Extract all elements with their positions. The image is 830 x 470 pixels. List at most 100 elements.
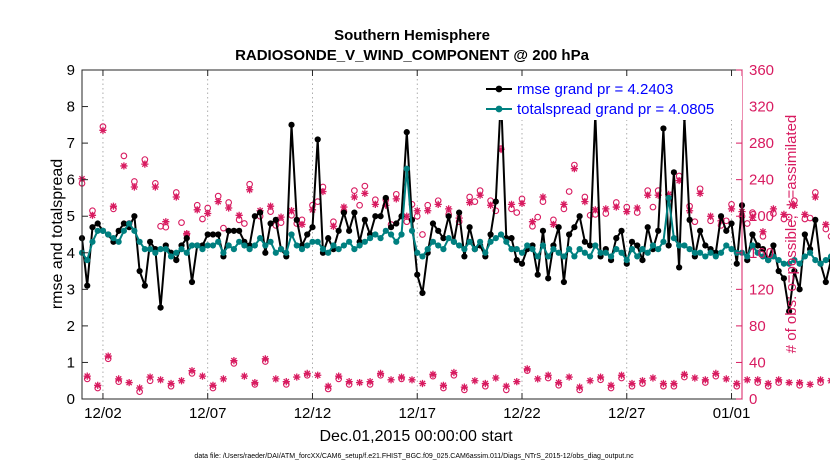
totalspread-point bbox=[393, 238, 400, 245]
obs-assimilated-marker bbox=[235, 211, 243, 219]
totalspread-point bbox=[325, 249, 332, 256]
obs-assimilated-marker bbox=[581, 198, 589, 206]
rmse-point bbox=[304, 231, 311, 238]
rmse-point bbox=[293, 216, 300, 223]
totalspread-point bbox=[183, 249, 190, 256]
rmse-point bbox=[120, 220, 128, 227]
y-tick-label: 9 bbox=[67, 62, 75, 79]
totalspread-point bbox=[314, 238, 321, 245]
obs-possible-marker bbox=[199, 215, 206, 223]
totalspread-point bbox=[696, 249, 704, 256]
totalspread-point bbox=[555, 249, 562, 256]
rmse-point bbox=[555, 224, 562, 231]
rmse-point bbox=[759, 246, 767, 253]
obs-assimilated-marker bbox=[198, 372, 207, 380]
obs-assimilated-marker bbox=[172, 193, 180, 201]
totalspread-point bbox=[366, 235, 374, 242]
obs-assimilated-marker bbox=[83, 372, 91, 380]
y-tick-label: 3 bbox=[67, 281, 75, 298]
totalspread-point bbox=[387, 231, 395, 238]
y-tick-label-right: 200 bbox=[749, 208, 774, 225]
rmse-point bbox=[94, 220, 101, 227]
totalspread-point bbox=[712, 253, 719, 260]
totalspread-point bbox=[298, 246, 306, 253]
rmse-point bbox=[639, 256, 646, 264]
y-axis-label-right: # of obs: o=possible; ∗=assimilated bbox=[783, 115, 800, 354]
obs-assimilated-marker bbox=[125, 378, 133, 387]
rmse-point bbox=[335, 227, 342, 234]
y-tick-label-right: 120 bbox=[749, 281, 774, 298]
rmse-point bbox=[382, 194, 389, 202]
legend-box bbox=[480, 76, 742, 120]
obs-assimilated-marker bbox=[523, 365, 531, 373]
totalspread-point bbox=[309, 238, 316, 245]
rmse-point bbox=[204, 231, 211, 238]
totalspread-point bbox=[524, 242, 531, 249]
rmse-point bbox=[754, 242, 761, 249]
obs-assimilated-marker bbox=[596, 373, 605, 381]
obs-assimilated-marker bbox=[507, 200, 516, 208]
totalspread-point bbox=[518, 249, 526, 256]
obs-assimilated-marker bbox=[225, 204, 233, 212]
totalspread-point bbox=[775, 256, 782, 264]
obs-possible-marker bbox=[241, 220, 248, 227]
rmse-point bbox=[586, 242, 594, 249]
y-tick-label-right: 0 bbox=[749, 391, 757, 408]
totalspread-point bbox=[560, 253, 568, 260]
rmse-point bbox=[141, 282, 148, 289]
obs-assimilated-marker bbox=[136, 384, 144, 392]
obs-assimilated-marker bbox=[209, 381, 217, 389]
obs-assimilated-marker bbox=[712, 369, 720, 378]
y-tick-label-right: 360 bbox=[749, 62, 774, 79]
rmse-point bbox=[644, 224, 651, 231]
obs-assimilated-marker bbox=[607, 381, 615, 389]
rmse-point bbox=[728, 220, 735, 227]
totalspread-point bbox=[319, 246, 327, 253]
obs-assimilated-marker bbox=[628, 379, 636, 388]
obs-assimilated-marker bbox=[675, 176, 683, 185]
x-tick-label: 12/22 bbox=[503, 405, 541, 422]
obs-assimilated-marker bbox=[266, 202, 275, 210]
rmse-point bbox=[173, 256, 180, 264]
totalspread-point bbox=[141, 246, 148, 253]
obs-assimilated-marker bbox=[659, 379, 668, 388]
chart-title: Southern Hemisphere bbox=[334, 27, 490, 44]
obs-assimilated-marker bbox=[156, 376, 165, 384]
totalspread-point bbox=[408, 227, 416, 234]
totalspread-point bbox=[665, 194, 672, 202]
totalspread-point bbox=[482, 249, 489, 256]
obs-assimilated-marker bbox=[324, 382, 332, 390]
obs-assimilated-marker bbox=[696, 189, 704, 197]
obs-assimilated-marker bbox=[816, 376, 825, 384]
totalspread-point bbox=[660, 238, 667, 245]
obs-assimilated-marker bbox=[272, 375, 280, 383]
rmse-point bbox=[188, 278, 196, 286]
rmse-point bbox=[786, 308, 793, 315]
obs-assimilated-marker bbox=[822, 220, 830, 229]
rmse-point bbox=[566, 231, 573, 238]
totalspread-point bbox=[539, 242, 547, 249]
totalspread-point bbox=[765, 256, 772, 264]
obs-assimilated-marker bbox=[780, 210, 788, 218]
obs-possible-marker bbox=[471, 198, 479, 205]
totalspread-point bbox=[372, 231, 379, 238]
totalspread-point bbox=[801, 253, 808, 260]
rmse-point bbox=[251, 213, 258, 220]
obs-assimilated-marker bbox=[497, 145, 505, 154]
rmse-point bbox=[660, 125, 667, 132]
totalspread-point bbox=[592, 242, 599, 249]
totalspread-point bbox=[529, 246, 536, 253]
rmse-point bbox=[733, 260, 740, 267]
rmse-point bbox=[445, 213, 452, 220]
x-tick-label: 12/12 bbox=[294, 405, 332, 422]
totalspread-point bbox=[152, 249, 159, 256]
obs-assimilated-marker bbox=[277, 213, 285, 221]
obs-assimilated-marker bbox=[785, 378, 793, 387]
obs-assimilated-marker bbox=[806, 380, 814, 388]
obs-assimilated-marker bbox=[350, 193, 358, 201]
chart-subtitle: RADIOSONDE_V_WIND_COMPONENT @ 200 hPa bbox=[235, 47, 590, 64]
obs-possible-marker bbox=[361, 182, 369, 190]
totalspread-point bbox=[597, 249, 604, 256]
totalspread-point bbox=[686, 246, 693, 253]
obs-assimilated-marker bbox=[366, 378, 374, 386]
